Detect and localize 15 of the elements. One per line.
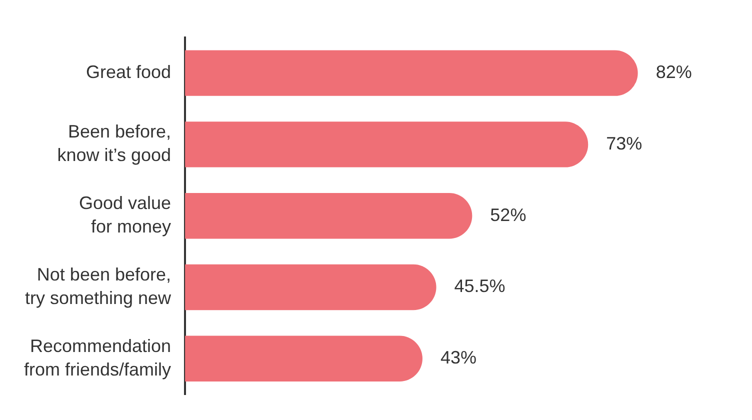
y-tick-label: Been before, know it’s good: [57, 122, 172, 166]
y-tick-label: Not been before, try something new: [24, 264, 172, 308]
bar: [185, 264, 436, 310]
bar: [185, 193, 472, 239]
data-label: 45.5%: [454, 276, 506, 296]
y-tick-label: Good value for money: [78, 193, 172, 237]
data-label: 52%: [490, 204, 526, 225]
bar: [185, 122, 588, 168]
data-label: 43%: [440, 348, 477, 368]
data-label: 73%: [606, 133, 642, 154]
data-label: 82%: [656, 62, 692, 82]
bar: [185, 50, 638, 96]
y-tick-label: Recommendation from friends/family: [24, 336, 172, 380]
bar: [185, 336, 422, 382]
y-tick-label: Great food: [86, 62, 172, 82]
